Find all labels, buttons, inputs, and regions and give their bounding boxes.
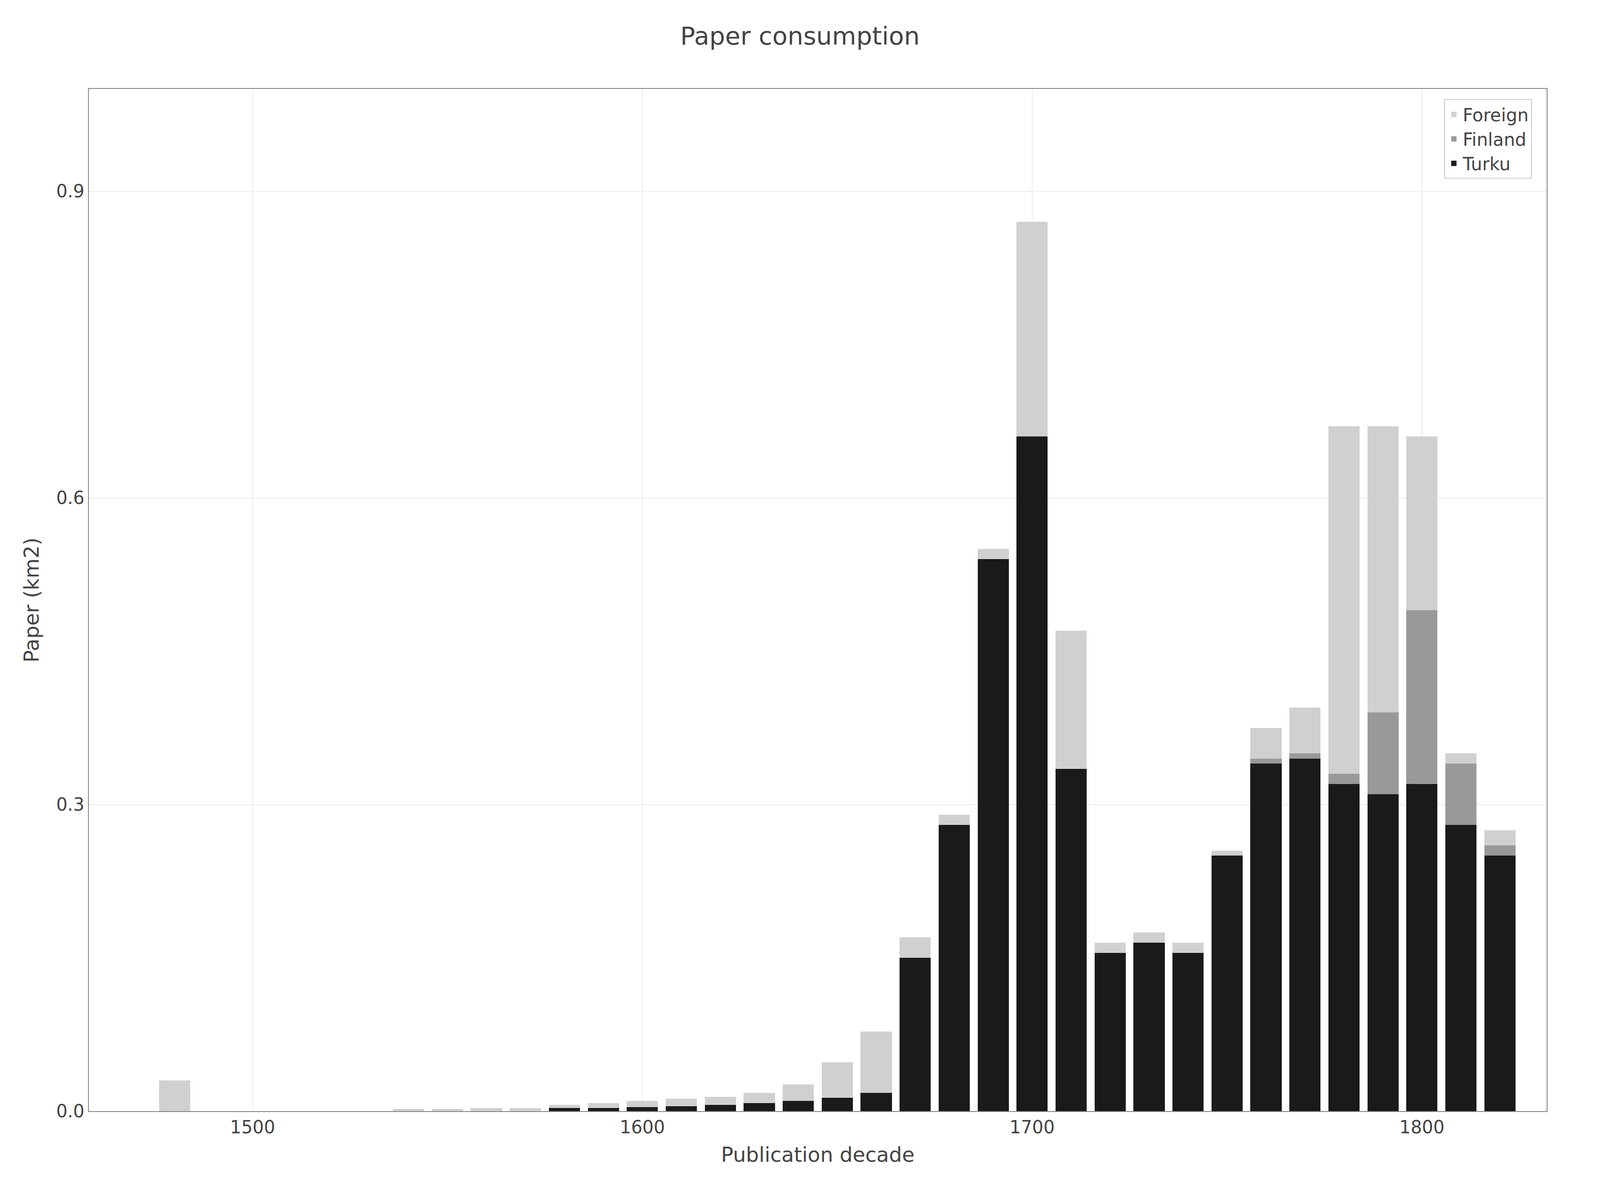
svg-text:Foreign: Foreign — [1462, 104, 1529, 126]
svg-text:1800: 1800 — [1399, 1116, 1445, 1138]
svg-text:Publication decade: Publication decade — [720, 1142, 915, 1167]
svg-text:Paper consumption: Paper consumption — [680, 21, 920, 51]
svg-text:Paper (km2): Paper (km2) — [19, 537, 44, 663]
svg-text:0.3: 0.3 — [56, 794, 85, 815]
svg-text:0.0: 0.0 — [56, 1100, 85, 1122]
svg-text:1600: 1600 — [619, 1116, 665, 1138]
svg-text:Finland: Finland — [1462, 129, 1527, 150]
svg-text:1500: 1500 — [229, 1116, 276, 1138]
svg-text:0.9: 0.9 — [56, 180, 85, 202]
svg-text:0.6: 0.6 — [56, 487, 85, 508]
svg-text:1700: 1700 — [1009, 1116, 1055, 1138]
svg-text:Turku: Turku — [1462, 153, 1511, 175]
